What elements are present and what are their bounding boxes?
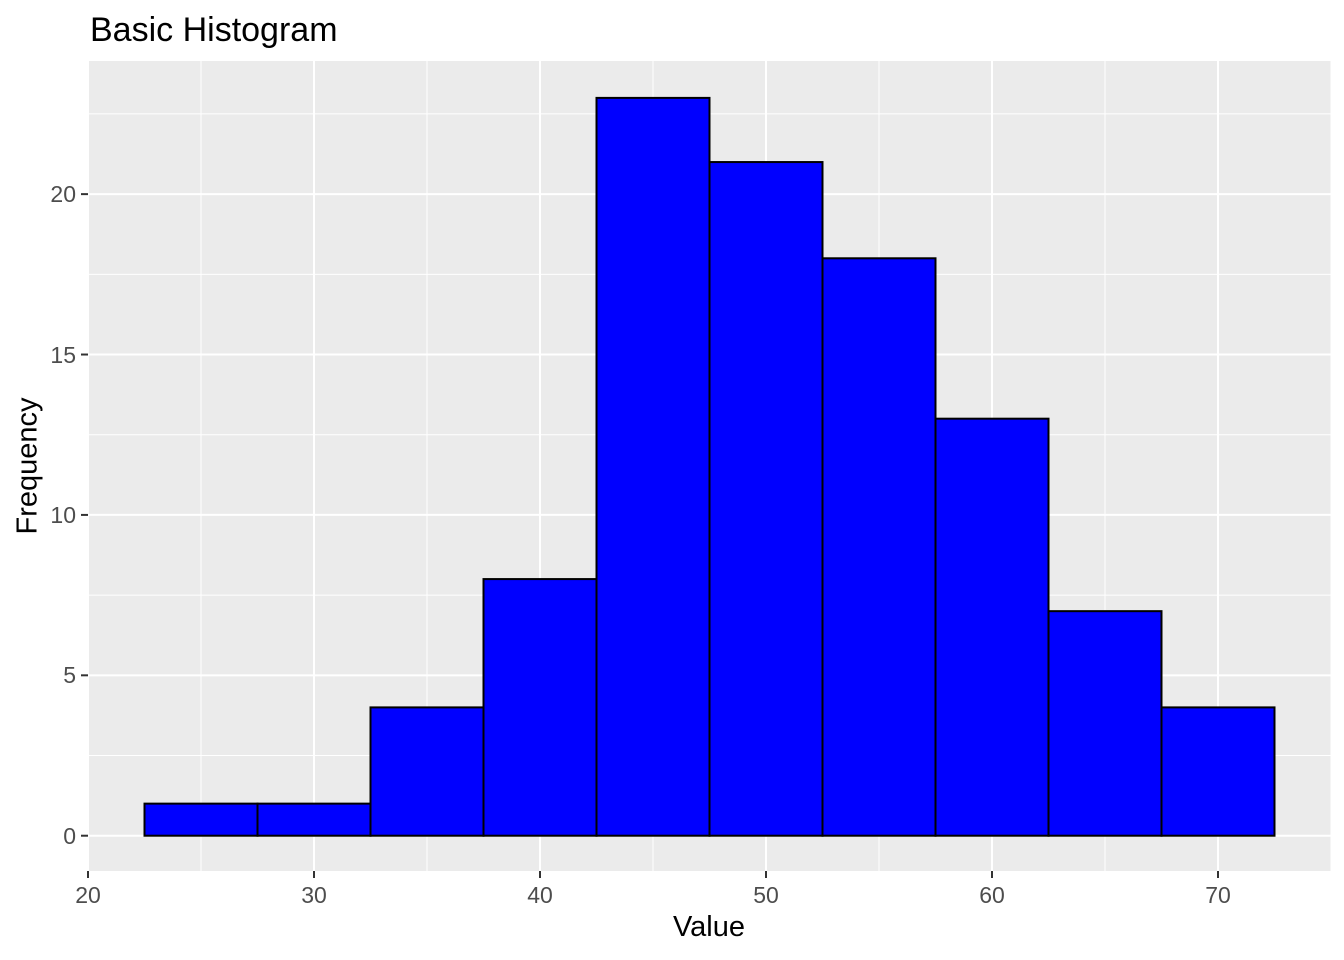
- y-tick-label: 0: [63, 822, 76, 849]
- y-tick-label: 10: [50, 501, 76, 528]
- y-tick-label: 5: [63, 662, 76, 689]
- histogram-bar: [482, 578, 598, 837]
- x-tick-label: 70: [1205, 882, 1231, 908]
- plot-title: Basic Histogram: [90, 11, 338, 49]
- histogram-bar: [256, 802, 372, 837]
- histogram-bar: [821, 257, 937, 837]
- x-tick-label: 50: [753, 882, 779, 908]
- histogram-bar: [1160, 706, 1276, 837]
- histogram-bar: [934, 417, 1050, 837]
- histogram-bar: [595, 96, 711, 837]
- y-tick-label: 20: [50, 181, 76, 208]
- y-tick-label: 15: [50, 341, 76, 368]
- histogram-bar: [1047, 610, 1163, 837]
- x-tick-label: 30: [301, 882, 327, 908]
- histogram-bar: [708, 161, 824, 837]
- x-axis-title: Value: [672, 911, 746, 943]
- histogram-bar: [143, 802, 259, 837]
- histogram-bar: [369, 706, 485, 837]
- x-tick-label: 60: [979, 882, 1005, 908]
- x-tick-label: 20: [75, 882, 101, 908]
- x-tick-label: 40: [527, 882, 553, 908]
